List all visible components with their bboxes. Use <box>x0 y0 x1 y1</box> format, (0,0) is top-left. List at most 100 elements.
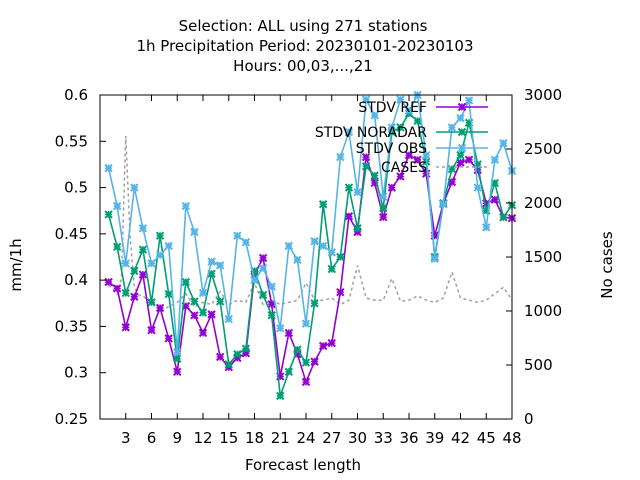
data-point-stdv-obs <box>447 123 457 132</box>
data-point-stdv-obs <box>301 319 311 328</box>
data-point-stdv-ref <box>155 303 165 313</box>
data-point-stdv-noradar <box>241 344 251 353</box>
x-tick-label: 36 <box>399 429 418 447</box>
x-axis-label: Forecast length <box>245 456 361 474</box>
legend-label-stdv-noradar: STDV NORADAR <box>315 125 427 141</box>
data-point-stdv-noradar <box>327 264 336 274</box>
series-layer <box>104 90 517 401</box>
data-point-stdv-obs <box>379 192 388 202</box>
data-point-stdv-obs <box>421 150 431 160</box>
data-point-stdv-noradar <box>267 311 276 320</box>
x-tick-label: 27 <box>322 429 341 447</box>
axis-ticks: 3 6 9 12 15 18 21 24 27 30 33 36 39 42 45 480.250.30.35… <box>55 86 563 447</box>
data-point-stdv-obs <box>310 237 319 246</box>
data-point-stdv-ref <box>387 183 397 192</box>
data-point-stdv-noradar <box>361 162 371 171</box>
x-tick-label: 24 <box>296 429 315 447</box>
data-point-stdv-ref <box>301 377 311 387</box>
data-point-stdv-ref <box>276 372 285 381</box>
data-point-stdv-ref <box>190 311 199 320</box>
data-point-stdv-noradar <box>112 242 122 252</box>
data-point-stdv-ref <box>138 270 148 279</box>
legend-marker-stdv-noradar <box>457 127 467 137</box>
data-point-stdv-obs <box>327 248 336 257</box>
data-point-stdv-obs <box>430 254 439 264</box>
y2-tick-label: 0 <box>524 410 534 428</box>
y-tick-label: 0.25 <box>55 410 88 428</box>
data-point-stdv-obs <box>361 95 371 104</box>
data-point-stdv-obs <box>224 314 233 324</box>
data-point-stdv-ref <box>361 152 371 162</box>
data-point-stdv-ref <box>207 310 216 319</box>
legend-marker-stdv-ref <box>457 102 467 112</box>
legend-label-stdv-obs: STDV OBS <box>356 141 427 157</box>
data-point-stdv-ref <box>258 253 268 263</box>
data-point-stdv-obs <box>473 183 482 192</box>
data-point-stdv-obs <box>404 106 414 115</box>
data-point-stdv-ref <box>104 277 113 287</box>
data-point-stdv-obs <box>104 163 113 173</box>
data-point-stdv-noradar <box>233 349 242 359</box>
data-point-stdv-obs <box>190 227 199 237</box>
data-point-stdv-obs <box>112 201 122 211</box>
data-point-stdv-noradar <box>224 360 233 369</box>
data-point-stdv-noradar <box>293 345 302 354</box>
data-point-stdv-obs <box>396 95 405 104</box>
data-point-stdv-obs <box>490 155 500 165</box>
data-point-stdv-noradar <box>258 290 268 300</box>
data-point-stdv-obs <box>155 250 165 260</box>
data-point-stdv-ref <box>164 334 173 343</box>
data-point-stdv-ref <box>121 323 130 332</box>
y2-tick-label: 2000 <box>524 194 562 212</box>
legend-marker-stdv-obs <box>457 143 467 153</box>
chart-title: Selection: ALL using 271 stations 1h Pre… <box>136 17 473 75</box>
data-point-stdv-noradar <box>344 183 354 192</box>
data-point-stdv-ref <box>336 287 345 297</box>
y2-tick-label: 500 <box>524 356 553 374</box>
data-point-stdv-ref <box>344 212 354 221</box>
y-axis-label: mm/1h <box>7 238 25 291</box>
data-point-stdv-obs <box>336 152 345 162</box>
data-point-stdv-noradar <box>301 358 311 367</box>
data-point-stdv-obs <box>258 263 268 273</box>
x-tick-label: 21 <box>271 429 290 447</box>
data-point-stdv-ref <box>112 284 122 293</box>
data-point-stdv-ref <box>413 155 422 165</box>
data-point-stdv-ref <box>396 172 405 181</box>
x-tick-label: 18 <box>245 429 264 447</box>
data-point-stdv-obs <box>164 241 173 251</box>
y2-tick-label: 1500 <box>524 248 562 266</box>
data-point-stdv-noradar <box>353 224 362 233</box>
series-line-stdv-obs <box>107 92 513 353</box>
data-point-stdv-ref <box>310 357 319 366</box>
data-point-stdv-noradar <box>181 277 191 287</box>
data-point-stdv-ref <box>215 352 225 362</box>
title-line-3: Hours: 00,03,...,21 <box>233 57 373 75</box>
data-point-stdv-obs <box>293 255 302 264</box>
title-line-1: Selection: ALL using 271 stations <box>179 17 428 35</box>
y-tick-label: 0.35 <box>55 317 88 335</box>
data-point-stdv-noradar <box>310 299 319 308</box>
data-point-stdv-noradar <box>138 245 148 254</box>
data-point-stdv-obs <box>276 324 285 333</box>
data-point-stdv-obs <box>215 261 225 270</box>
data-point-stdv-obs <box>250 275 259 285</box>
y2-tick-label: 3000 <box>524 86 562 104</box>
data-point-stdv-ref <box>318 341 328 351</box>
data-point-stdv-noradar <box>164 289 173 299</box>
x-tick-label: 12 <box>193 429 212 447</box>
data-point-stdv-ref <box>198 328 208 338</box>
data-point-stdv-noradar <box>215 297 225 306</box>
data-point-stdv-noradar <box>318 200 328 209</box>
data-point-stdv-obs <box>439 200 448 209</box>
y2-tick-label: 2500 <box>524 140 562 158</box>
data-point-stdv-obs <box>387 123 397 132</box>
y-tick-label: 0.55 <box>55 132 88 150</box>
x-tick-label: 3 <box>121 429 131 447</box>
x-tick-label: 45 <box>477 429 496 447</box>
data-point-stdv-noradar <box>190 297 199 306</box>
legend-label-stdv-ref: STDV REF <box>358 100 427 116</box>
data-point-stdv-ref <box>404 150 414 160</box>
data-point-stdv-obs <box>344 127 354 137</box>
